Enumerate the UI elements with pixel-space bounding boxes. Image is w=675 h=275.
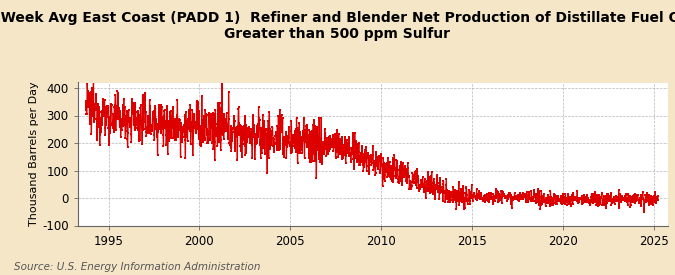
Text: 4 Week Avg East Coast (PADD 1)  Refiner and Blender Net Production of Distillate: 4 Week Avg East Coast (PADD 1) Refiner a… xyxy=(0,11,675,41)
Text: Source: U.S. Energy Information Administration: Source: U.S. Energy Information Administ… xyxy=(14,262,260,272)
Y-axis label: Thousand Barrels per Day: Thousand Barrels per Day xyxy=(29,82,39,226)
